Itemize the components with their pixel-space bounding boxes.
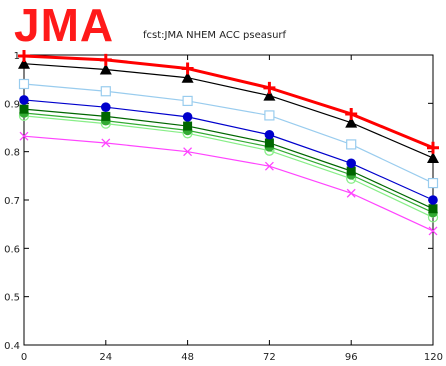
series-3-line <box>23 83 434 184</box>
x-tick-label: 96 <box>345 352 358 363</box>
x-tick-label: 0 <box>21 352 27 363</box>
series-1-point <box>345 107 358 120</box>
series-4-point <box>101 102 111 112</box>
x-tick-label: 72 <box>263 352 276 363</box>
series-1-line <box>23 54 434 150</box>
y-tick-label: 0.7 <box>4 196 20 207</box>
series-8-point <box>101 138 111 148</box>
series-8-point <box>346 188 356 198</box>
series-3-point <box>100 86 111 97</box>
series-5-point <box>428 204 438 214</box>
series-4-point <box>264 129 275 140</box>
series-6-line <box>23 112 434 214</box>
series-3-point <box>427 177 439 189</box>
series-3-point <box>346 139 357 150</box>
series-4-point <box>19 95 29 105</box>
series-7-line <box>23 115 434 218</box>
series-8-point <box>19 131 29 141</box>
series-8-line <box>23 135 434 232</box>
series-5-point <box>264 138 274 148</box>
series-2-point <box>427 151 439 163</box>
y-tick-label: 0.5 <box>4 293 20 304</box>
series-2-point <box>345 116 358 128</box>
series-4-point <box>428 195 438 205</box>
series-4-line <box>23 99 434 201</box>
series-3-point <box>264 110 275 121</box>
series-2-point <box>18 57 30 69</box>
y-tick-label: 0.9 <box>4 99 20 110</box>
series-5-point <box>19 104 29 114</box>
series-2-line <box>23 63 434 159</box>
series-3-point <box>18 78 30 90</box>
chart-title: fcst:JMA NHEM ACC pseasurf <box>143 30 287 41</box>
series-8-point <box>183 147 193 157</box>
series-1-point <box>263 81 276 94</box>
series-1-point <box>181 62 194 75</box>
series-1-point <box>99 53 112 66</box>
series-2-point <box>263 89 276 101</box>
series-2-point <box>99 63 112 75</box>
series-3-point <box>182 95 193 107</box>
plot-frame <box>23 54 434 346</box>
jma-logo-text: JMA <box>14 0 115 51</box>
y-tick-label: 1 <box>14 51 20 62</box>
y-tick-label: 0.6 <box>4 244 20 255</box>
x-tick-label: 24 <box>99 352 112 363</box>
series-5-line <box>23 108 434 210</box>
series-8-point <box>264 161 274 171</box>
x-tick-label: 120 <box>424 352 443 363</box>
series-8-point <box>428 226 438 236</box>
series-5-point <box>346 166 356 176</box>
series-5-point <box>183 121 193 131</box>
series-4-point <box>182 112 193 122</box>
series-1-point <box>427 141 439 154</box>
series-2-point <box>181 71 194 83</box>
series-1-point <box>18 49 30 62</box>
y-tick-label: 0.4 <box>4 341 20 352</box>
series-4-point <box>346 158 357 169</box>
y-tick-label: 0.8 <box>4 148 20 159</box>
series-5-point <box>101 111 111 121</box>
x-tick-label: 48 <box>181 352 194 363</box>
